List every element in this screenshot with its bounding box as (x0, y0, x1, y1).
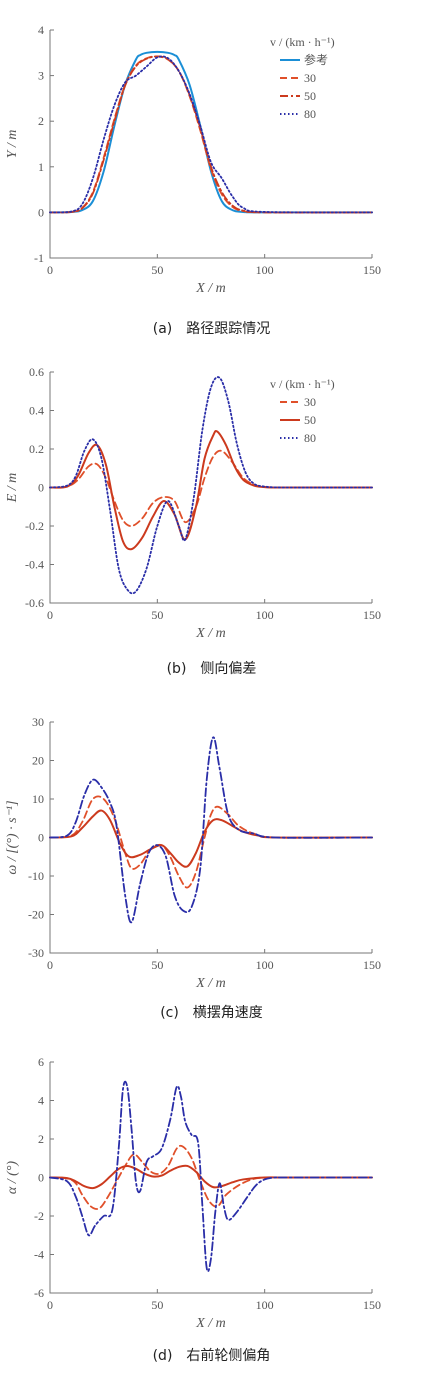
chart-b-ytick-label: -0.6 (25, 596, 44, 610)
chart-b-plot: -0.6 -0.4 -0.2 0 0.2 0.4 0.6 0 50 100 150 X / m E / … (5, 365, 381, 641)
chart-b-ytick-label: 0 (38, 481, 44, 495)
chart-d-ytick-label: 0 (38, 1171, 44, 1185)
chart-b-ytick-label: 0.4 (29, 404, 44, 418)
chart-d-ytick-label: -2 (34, 1209, 44, 1223)
chart-a-legend-label: 30 (304, 71, 316, 85)
chart-c-caption: (c) 横摆角速度 (160, 1005, 263, 1021)
chart-b-series-30 (49, 449, 373, 527)
chart-a-legend-label: 80 (304, 107, 316, 121)
chart-c-ytick-label: -10 (28, 869, 44, 883)
chart-b-ytick-label: -0.4 (25, 558, 44, 572)
chart-a-ytick-label: 4 (38, 23, 44, 37)
chart-panel-b: -0.6 -0.4 -0.2 0 0.2 0.4 0.6 0 50 100 150 X / m E / … (0, 350, 423, 695)
chart-a-ytick-label: 2 (38, 114, 44, 128)
chart-a-ytick-label: 3 (38, 69, 44, 83)
chart-d-caption: (d) 右前轮侧偏角 (152, 1348, 271, 1364)
chart-d-ytick-label: 4 (38, 1094, 44, 1108)
chart-b-xlabel: X / m (195, 626, 226, 641)
chart-a-ytick-label: 1 (38, 160, 44, 174)
chart-d-xtick-label: 0 (47, 1298, 53, 1312)
chart-c-xtick-label: 100 (256, 958, 274, 972)
chart-b-legend-label: 50 (304, 413, 316, 427)
chart-b-xtick-label: 150 (363, 608, 381, 622)
chart-c-ytick-label: -30 (28, 946, 44, 960)
chart-d-ytick-label: -4 (34, 1248, 44, 1262)
chart-b-ytick-label: 0.6 (29, 365, 44, 379)
chart-c-ytick-label: -20 (28, 908, 44, 922)
chart-a-legend-title: v / (km · h⁻¹) (270, 35, 335, 49)
chart-c-xlabel: X / m (195, 976, 226, 991)
chart-a-xtick-label: 100 (256, 263, 274, 277)
chart-a-xtick-label: 0 (47, 263, 53, 277)
chart-b-ytick-label: 0.2 (29, 442, 44, 456)
chart-b-legend-label: 30 (304, 395, 316, 409)
chart-d-xtick-label: 50 (151, 1298, 163, 1312)
chart-a-ytick-label: 0 (38, 205, 44, 219)
chart-c-ytick-label: 30 (32, 715, 44, 729)
chart-c-ytick-label: 0 (38, 831, 44, 845)
chart-b-series-80 (49, 376, 373, 595)
chart-a-ylabel: Y / m (5, 130, 20, 159)
chart-c-ylabel: ω / [(°) · s⁻¹] (5, 800, 20, 874)
chart-c-xtick-label: 0 (47, 958, 53, 972)
chart-b-legend-label: 80 (304, 431, 316, 445)
chart-c-series-30 (49, 795, 373, 889)
chart-b-xtick-label: 100 (256, 608, 274, 622)
chart-a-xlabel: X / m (195, 281, 226, 296)
chart-b-xtick-label: 0 (47, 608, 53, 622)
chart-c-ytick-label: 10 (32, 792, 44, 806)
chart-a-series-80 (49, 55, 373, 214)
chart-d-plot: -6 -4 -2 0 2 4 6 0 50 100 150 X / m α / (°) (5, 1055, 381, 1331)
chart-panel-d: -6 -4 -2 0 2 4 6 0 50 100 150 X / m α / (°) (d) 右前轮侧… (0, 1045, 423, 1378)
chart-b-ytick-label: -0.2 (25, 519, 44, 533)
chart-c-series-80 (49, 736, 373, 924)
chart-b-caption: (b) 侧向偏差 (166, 661, 257, 677)
chart-b-legend-title: v / (km · h⁻¹) (270, 377, 335, 391)
chart-a-xtick-label: 150 (363, 263, 381, 277)
chart-c-xtick-label: 150 (363, 958, 381, 972)
chart-a-series-30 (49, 55, 373, 214)
chart-a-legend-label: 参考 (304, 52, 328, 67)
chart-d-ylabel: α / (°) (5, 1161, 20, 1194)
chart-d-xlabel: X / m (195, 1316, 226, 1331)
chart-a-xtick-label: 50 (151, 263, 163, 277)
chart-c-xtick-label: 50 (151, 958, 163, 972)
chart-a-ytick-label: -1 (34, 251, 44, 265)
chart-d-series-80 (49, 1080, 373, 1273)
chart-a-caption: (a) 路径跟踪情况 (152, 321, 271, 337)
chart-d-ytick-label: 2 (38, 1132, 44, 1146)
chart-c-plot: -30 -20 -10 0 10 20 30 0 50 100 150 X / m ω / [(°) ·… (5, 715, 381, 991)
chart-a-legend-label: 50 (304, 89, 316, 103)
chart-b-xtick-label: 50 (151, 608, 163, 622)
chart-a-series-参考 (49, 50, 373, 214)
chart-c-ytick-label: 20 (32, 754, 44, 768)
chart-d-xtick-label: 150 (363, 1298, 381, 1312)
chart-d-xtick-label: 100 (256, 1298, 274, 1312)
chart-panel-c: -30 -20 -10 0 10 20 30 0 50 100 150 X / m ω / [(°) ·… (0, 700, 423, 1035)
chart-d-series-50 (49, 1164, 373, 1190)
chart-d-ytick-label: -6 (34, 1286, 44, 1300)
chart-d-ytick-label: 6 (38, 1055, 44, 1069)
chart-d-series-30 (49, 1144, 373, 1210)
chart-b-ylabel: E / m (5, 473, 20, 504)
